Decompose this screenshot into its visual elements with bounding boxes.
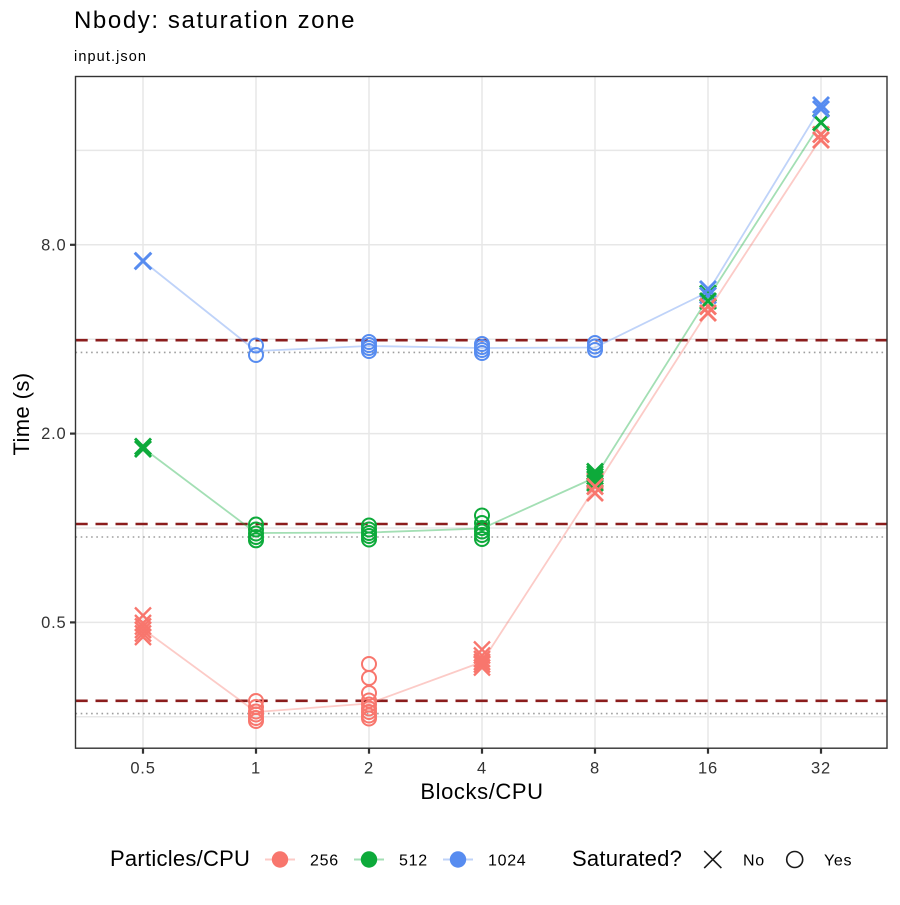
svg-text:8.0: 8.0 — [41, 236, 66, 254]
svg-text:Blocks/CPU: Blocks/CPU — [420, 779, 543, 804]
svg-text:2: 2 — [364, 760, 374, 778]
svg-text:512: 512 — [399, 852, 428, 869]
svg-text:256: 256 — [310, 852, 339, 869]
svg-text:4: 4 — [477, 760, 487, 778]
svg-text:8: 8 — [590, 760, 600, 778]
svg-text:Time (s): Time (s) — [9, 372, 34, 455]
svg-text:0.5: 0.5 — [41, 614, 66, 632]
svg-text:1024: 1024 — [488, 852, 526, 869]
svg-text:Nbody: saturation zone: Nbody: saturation zone — [74, 7, 356, 34]
svg-text:0.5: 0.5 — [130, 760, 155, 778]
svg-text:Saturated?: Saturated? — [572, 846, 682, 871]
svg-text:1: 1 — [251, 760, 261, 778]
svg-text:No: No — [743, 852, 765, 869]
svg-text:Yes: Yes — [824, 852, 852, 869]
svg-text:Particles/CPU: Particles/CPU — [110, 846, 250, 871]
svg-text:16: 16 — [698, 760, 718, 778]
svg-text:2.0: 2.0 — [41, 425, 66, 443]
svg-text:32: 32 — [811, 760, 831, 778]
svg-text:input.json: input.json — [74, 49, 147, 65]
